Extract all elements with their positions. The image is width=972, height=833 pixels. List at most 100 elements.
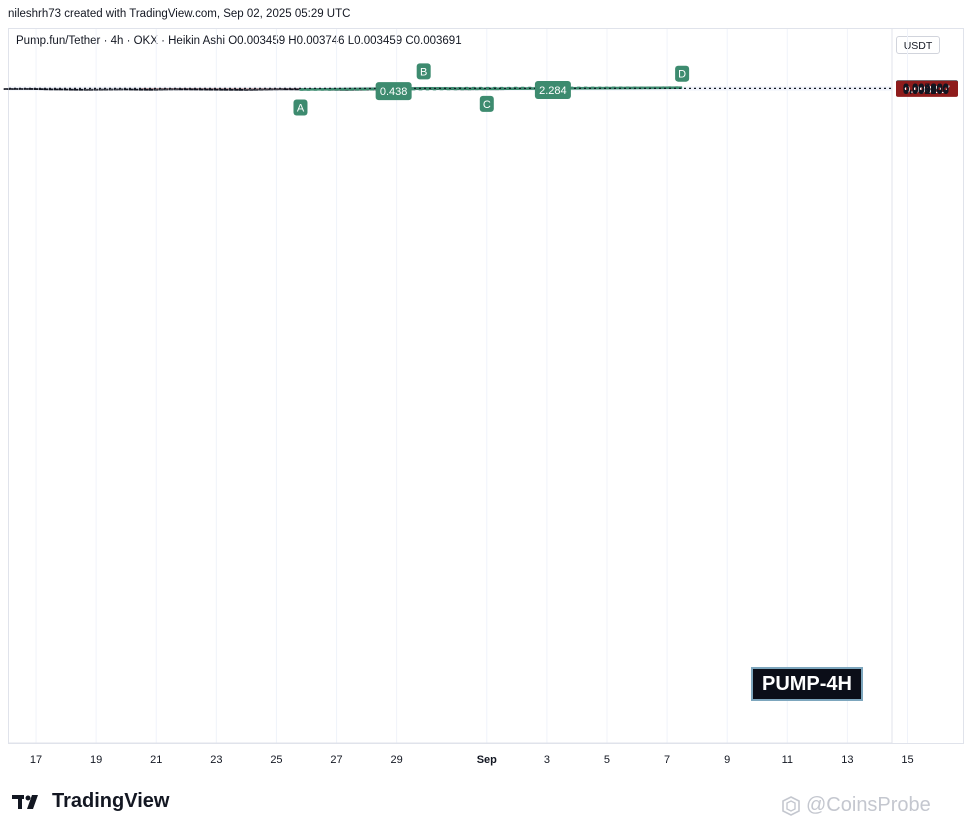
point-label-box (293, 99, 308, 116)
y-tick-label: 0.003000 (903, 84, 949, 96)
candle-body (33, 88, 39, 90)
candle-body (199, 88, 204, 91)
candle (163, 88, 169, 91)
point-label-text: C (483, 99, 491, 111)
candle (244, 88, 249, 91)
candle-body (229, 88, 234, 91)
tradingview-logo-text: TradingView (52, 790, 170, 812)
candle-body (259, 88, 264, 91)
candle (234, 88, 239, 91)
candle-body (113, 88, 119, 91)
ratio-label-box (534, 81, 571, 100)
candle (204, 88, 209, 91)
coinsprobe-watermark: @CoinsProbe (780, 794, 931, 817)
pair-timeframe-badge: PUMP-4H (751, 667, 863, 701)
candle-body (244, 88, 249, 91)
candle-body (48, 88, 54, 91)
candle (223, 88, 229, 91)
candle (98, 88, 104, 91)
tradingview-logo[interactable]: TradingView (12, 790, 169, 813)
y-tick-label: 0.002400 (903, 85, 949, 97)
candle-body (58, 88, 64, 91)
candle (88, 88, 94, 91)
y-tick-label: 0.004400 (903, 83, 949, 95)
y-tick-label: 0.002800 (903, 84, 949, 96)
candle (193, 88, 199, 91)
chart-grid (9, 29, 908, 743)
point-label-box (416, 63, 431, 80)
candle-body (78, 88, 84, 91)
candle-body (73, 88, 79, 91)
candle (214, 88, 219, 91)
candle-body (254, 88, 259, 91)
y-tick-label: 0.004200 (903, 83, 949, 95)
candle-body (159, 88, 164, 91)
candle (274, 88, 279, 91)
x-tick-label: 7 (664, 754, 670, 766)
chart-attribution: nileshrh73 created with TradingView.com,… (8, 8, 351, 20)
candle-body (189, 88, 194, 91)
point-label-text: B (420, 66, 427, 78)
candle (249, 88, 254, 91)
candle (58, 88, 64, 91)
candle-body (18, 88, 24, 90)
x-tick-label: 13 (841, 754, 853, 766)
candle-body (178, 88, 184, 91)
point-label-box (479, 95, 494, 112)
x-tick-label: 23 (210, 754, 222, 766)
y-tick-label: 0.003200 (903, 84, 949, 96)
candle (73, 88, 79, 91)
candle (3, 88, 9, 90)
candle-body (238, 88, 244, 91)
candle (269, 88, 274, 91)
candle-body (53, 88, 59, 91)
point-label-d: D (675, 65, 690, 82)
candle (83, 88, 89, 91)
candle (108, 88, 114, 91)
watermark-icon (782, 795, 800, 816)
x-tick-label: 17 (30, 754, 42, 766)
y-tick-label: 0.003400 (903, 84, 949, 96)
candle (178, 88, 184, 91)
harmonic-pattern-labels: A B C D 0.438 2.284 (293, 63, 690, 116)
x-tick-label: 19 (90, 754, 102, 766)
x-tick-label: 3 (544, 754, 550, 766)
candle-body (294, 88, 299, 91)
point-label-text: D (678, 69, 686, 81)
candle-body (269, 88, 274, 91)
candle-body (168, 88, 174, 91)
x-tick-label: Sep (477, 754, 497, 766)
candle-body (174, 88, 179, 91)
current-price-line: 0.0036900.003217 (9, 80, 958, 97)
x-tick-label: 29 (391, 754, 403, 766)
candle (133, 88, 139, 91)
candle (8, 88, 14, 90)
candle (254, 88, 259, 91)
candle (144, 88, 149, 91)
candle (238, 88, 244, 91)
time-axis: 17 19 21 23 25 27 29 Sep 3 5 7 9 11 13 15 (9, 742, 914, 766)
candle-body (68, 88, 74, 91)
candle-body (38, 88, 44, 91)
candle (159, 88, 164, 91)
candle-body (284, 88, 289, 91)
candle-body (289, 88, 294, 91)
candle (229, 88, 234, 91)
ratio-label: 0.438 (375, 82, 412, 101)
x-tick-label: 25 (270, 754, 282, 766)
candle-body (219, 88, 224, 91)
candle-body (98, 88, 104, 91)
candle-body (83, 88, 89, 91)
candle (279, 88, 284, 91)
candle-body (88, 88, 94, 91)
candle (168, 88, 174, 91)
candle-body (274, 88, 279, 91)
candle-body (93, 88, 99, 91)
candle (199, 88, 204, 91)
candle-body (234, 88, 239, 91)
candle-body (204, 88, 209, 91)
candle (118, 88, 124, 91)
candle-body (118, 88, 124, 91)
candle-body (214, 88, 219, 91)
